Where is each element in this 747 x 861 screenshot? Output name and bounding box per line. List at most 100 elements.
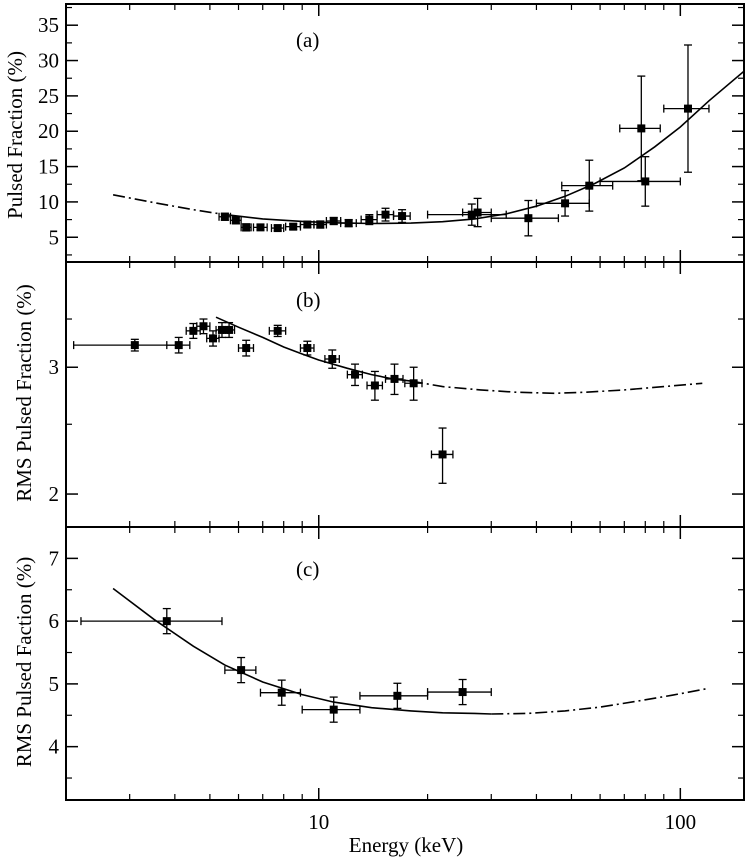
point-marker [381,210,390,219]
point-marker [438,450,447,459]
point-marker [390,374,399,383]
point-marker [130,341,139,350]
point-marker [351,370,360,379]
point-marker [242,344,251,353]
data-point [240,223,252,232]
data-point [392,209,411,224]
model-curve-dashdot [112,194,226,216]
data-point [301,696,361,723]
point-marker [344,219,353,228]
y-tick-label: 10 [38,190,59,214]
data-point [222,321,236,339]
data-point [73,338,180,352]
data-point [663,44,710,173]
y-axis-title-c: RMS Pulsed Faction (%) [12,557,36,768]
point-marker [231,216,240,225]
model-curves [112,70,744,715]
data-point [404,366,423,401]
data-point [268,324,287,338]
data-point [270,224,285,233]
point-marker [303,344,312,353]
data-point [224,656,257,684]
data-point [299,340,315,356]
data-point [324,349,340,369]
data-point [259,679,302,706]
point-marker [225,325,234,334]
point-marker [637,124,646,133]
point-marker [303,220,312,229]
y-tick-label: 20 [38,119,59,143]
y-tick-label: 5 [49,672,60,696]
point-marker [561,199,570,208]
point-marker [273,326,282,335]
point-marker [329,705,338,714]
y-axis-title-b: RMS Pulsed Fraction (%) [12,284,36,502]
y-tick-label: 3 [49,355,60,379]
data-point [490,199,560,237]
data-point [366,370,384,401]
data-point [535,189,590,217]
data-point [80,607,223,635]
model-curve-dashdot [491,687,710,715]
point-marker [524,214,533,223]
model-curve-solid [224,70,744,225]
point-marker [585,181,594,190]
data-point [384,363,404,396]
data-point [376,207,395,222]
y-tick-label: 15 [38,155,59,179]
point-marker [683,104,692,113]
point-marker [174,341,183,350]
x-axis-title: Energy (keV) [349,833,464,857]
point-marker [277,688,286,697]
data-point [430,427,454,484]
data-point [196,318,211,335]
model-curve-dashdot [410,380,703,395]
point-marker [365,215,374,224]
data-point [218,212,232,221]
point-marker [256,223,265,232]
data-point [325,216,342,226]
data-point [252,223,268,232]
point-marker [328,355,337,364]
model-curve-solid [112,587,492,715]
y-tick-label: 6 [49,609,60,633]
model-curve-solid [215,316,412,382]
point-marker [199,322,208,331]
y-tick-label: 5 [49,225,60,249]
data-point [461,197,492,228]
x-tick-label: 10 [308,810,329,834]
point-marker [473,208,482,217]
point-marker [217,325,226,334]
y-tick-label: 2 [49,482,60,506]
data-point [206,330,220,347]
data-point [619,75,661,182]
point-marker [220,212,229,221]
axis-ticks: 5 10 15 20 25 30 35 2 3 4 5 6 7 10 100 [38,4,744,834]
point-marker [467,210,476,219]
y-tick-label: 30 [38,49,59,73]
panel-frame [65,526,745,801]
y-tick-label: 4 [49,735,60,759]
data-point [426,678,492,706]
data-point [166,336,191,354]
y-axis-title-a: Pulsed Fraction (%) [3,51,27,219]
x-tick-label: 100 [665,810,697,834]
data-point [561,159,614,212]
y-tick-label: 25 [38,84,59,108]
point-marker [273,224,282,233]
point-marker [398,212,407,221]
y-tick-label: 35 [38,13,59,37]
data-point [426,203,507,226]
point-marker [162,617,171,626]
panel-label-b: (b) [296,288,321,312]
point-marker [393,691,402,700]
data-point [229,216,242,225]
panel-label-a: (a) [296,28,319,52]
data-point [284,222,302,231]
point-marker [237,666,246,675]
point-marker [189,326,198,335]
point-marker [316,220,325,229]
point-marker [458,688,467,697]
point-marker [329,217,338,226]
